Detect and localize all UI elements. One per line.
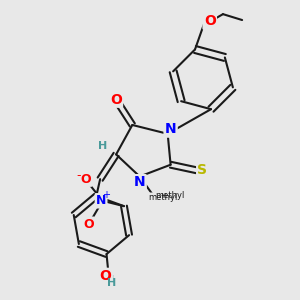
Text: O: O bbox=[83, 218, 94, 231]
Text: H: H bbox=[98, 141, 107, 151]
Text: +: + bbox=[102, 190, 110, 200]
Text: O: O bbox=[80, 172, 91, 186]
Text: O: O bbox=[100, 269, 112, 283]
Text: H: H bbox=[105, 275, 115, 286]
Text: O: O bbox=[204, 14, 216, 28]
Text: S: S bbox=[197, 163, 207, 177]
Text: N: N bbox=[165, 122, 176, 136]
Text: O: O bbox=[110, 92, 122, 106]
Text: methyl: methyl bbox=[155, 191, 185, 200]
Text: methyl: methyl bbox=[148, 193, 178, 202]
Text: -: - bbox=[76, 169, 81, 182]
Text: N: N bbox=[96, 194, 106, 207]
Text: H: H bbox=[107, 278, 116, 288]
Text: N: N bbox=[134, 176, 146, 189]
